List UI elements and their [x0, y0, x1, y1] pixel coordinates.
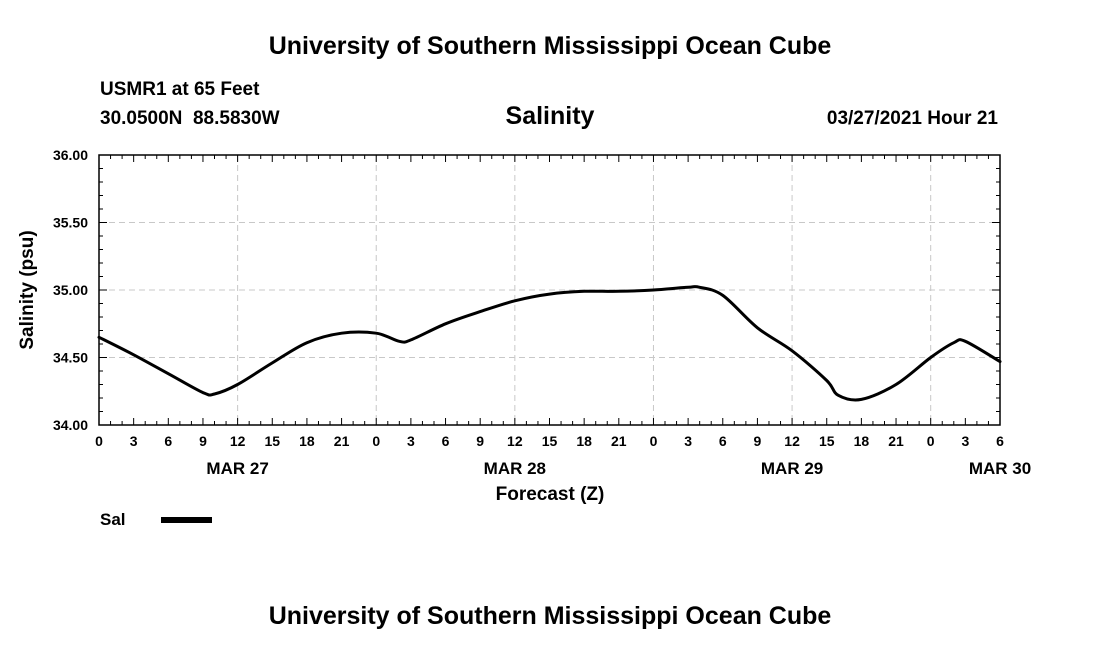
x-tick-label: 12	[784, 433, 800, 449]
x-tick-label: 9	[476, 433, 484, 449]
x-tick-label: 3	[961, 433, 969, 449]
series-line-salinity	[97, 285, 1002, 402]
station-label: USMR1 at 65 Feet	[100, 79, 260, 100]
grid-lines	[99, 155, 1000, 425]
x-tick-label: 6	[164, 433, 172, 449]
x-tick-label: 15	[542, 433, 558, 449]
x-day-label: MAR 28	[484, 459, 546, 478]
x-tick-label: 3	[407, 433, 415, 449]
x-tick-label: 9	[199, 433, 207, 449]
legend-label: Sal	[100, 510, 126, 529]
x-day-label: MAR 29	[761, 459, 823, 478]
series-layer	[97, 285, 1002, 402]
y-tick-label: 34.50	[53, 350, 88, 366]
x-tick-label: 0	[650, 433, 658, 449]
x-tick-label: 15	[264, 433, 280, 449]
x-tick-label: 9	[754, 433, 762, 449]
x-tick-label: 18	[854, 433, 870, 449]
x-tick-label: 0	[372, 433, 380, 449]
x-axis-label: Forecast (Z)	[496, 484, 605, 505]
y-tick-label: 34.00	[53, 417, 88, 433]
x-tick-label: 3	[130, 433, 138, 449]
x-tick-label: 18	[299, 433, 315, 449]
y-tick-label: 35.00	[53, 282, 88, 298]
x-day-label: MAR 27	[206, 459, 268, 478]
x-tick-label: 21	[334, 433, 350, 449]
x-tick-label: 21	[888, 433, 904, 449]
x-tick-label: 18	[576, 433, 592, 449]
axis-ticks	[98, 154, 1001, 426]
axis-tick-labels: 0 3 6 9 12 15 18 21 0 3 6 9 12 15 18 21 0 3 6 9 12 15 18 21 0 3 6 M…	[53, 147, 1031, 478]
chart-title: Salinity	[506, 102, 595, 130]
y-tick-label: 35.50	[53, 215, 88, 231]
x-tick-label: 3	[684, 433, 692, 449]
y-tick-label: 36.00	[53, 147, 88, 163]
x-tick-label: 0	[927, 433, 935, 449]
x-tick-label: 0	[95, 433, 103, 449]
header-title: University of Southern Mississippi Ocean…	[269, 32, 832, 60]
station-coordinates: 30.0500N 88.5830W	[100, 108, 280, 129]
footer-title: University of Southern Mississippi Ocean…	[269, 602, 832, 630]
x-tick-label: 21	[611, 433, 627, 449]
forecast-datetime: 03/27/2021 Hour 21	[827, 108, 999, 129]
x-tick-label: 12	[507, 433, 523, 449]
x-tick-label: 6	[719, 433, 727, 449]
x-day-label: MAR 30	[969, 459, 1031, 478]
x-tick-label: 15	[819, 433, 835, 449]
x-tick-label: 6	[442, 433, 450, 449]
x-tick-label: 6	[996, 433, 1004, 449]
y-axis-label: Salinity (psu)	[17, 230, 38, 349]
x-tick-label: 12	[230, 433, 246, 449]
